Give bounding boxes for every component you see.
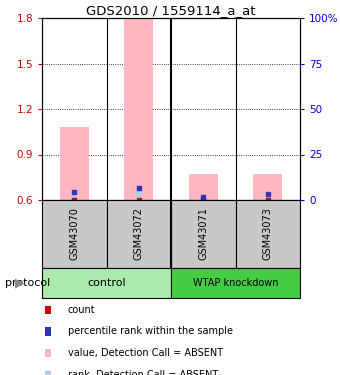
Bar	[60, 127, 89, 200]
Bar	[171, 268, 300, 298]
Bar	[171, 200, 236, 268]
Text: rank, Detection Call = ABSENT: rank, Detection Call = ABSENT	[68, 370, 218, 375]
Text: count: count	[68, 304, 95, 315]
Bar	[253, 174, 282, 200]
Text: protocol: protocol	[5, 278, 50, 288]
Text: control: control	[87, 278, 126, 288]
Bar	[236, 200, 300, 268]
Bar	[265, 194, 271, 200]
Text: GSM43071: GSM43071	[198, 208, 208, 260]
Text: GSM43070: GSM43070	[69, 208, 79, 260]
Bar	[42, 200, 106, 268]
Bar	[124, 18, 153, 200]
Text: GSM43072: GSM43072	[134, 207, 144, 261]
Bar	[189, 174, 218, 200]
Bar	[71, 192, 77, 200]
Title: GDS2010 / 1559114_a_at: GDS2010 / 1559114_a_at	[86, 4, 256, 17]
Bar	[42, 268, 171, 298]
Bar	[106, 200, 171, 268]
Bar	[136, 188, 142, 200]
Text: value, Detection Call = ABSENT: value, Detection Call = ABSENT	[68, 348, 223, 358]
Bar	[200, 197, 206, 200]
Text: percentile rank within the sample: percentile rank within the sample	[68, 326, 233, 336]
Text: GSM43073: GSM43073	[263, 208, 273, 260]
Text: ▶: ▶	[15, 276, 24, 290]
Text: WTAP knockdown: WTAP knockdown	[193, 278, 278, 288]
